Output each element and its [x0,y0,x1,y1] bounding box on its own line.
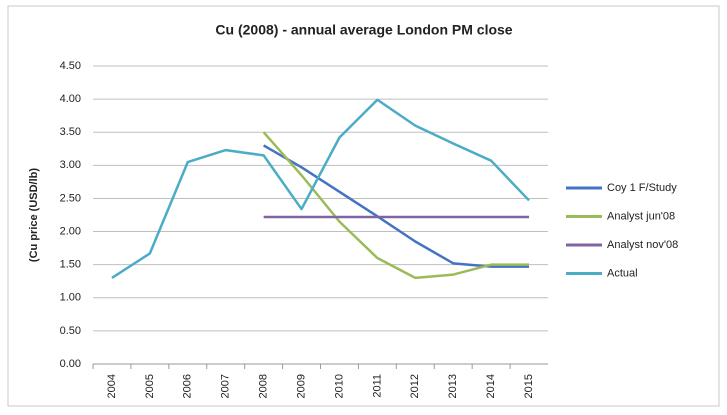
x-tick-label: 2009 [295,374,307,398]
legend-label: Actual [607,267,638,279]
y-axis-label: (Cu price (USD/lb) [28,168,40,262]
x-tick-label: 2014 [485,374,497,398]
y-tick-label: 4.00 [60,93,81,105]
x-tick-label: 2010 [333,374,345,398]
series-line [111,98,530,279]
x-tick-label: 2005 [144,374,156,398]
x-tick-label: 2013 [447,374,459,398]
legend-label: Analyst jun'08 [607,210,675,222]
x-tick-label: 2012 [409,374,421,398]
x-tick-label: 2006 [182,374,194,398]
y-tick-label: 3.00 [60,159,81,171]
y-tick-label: 1.00 [60,292,81,304]
y-tick-label: 3.50 [60,126,81,138]
x-tick-label: 2008 [258,374,270,398]
y-tick-label: 2.00 [60,225,81,237]
legend-label: Coy 1 F/Study [607,182,677,194]
x-tick-label: 2015 [523,374,535,398]
y-tick-label: 4.50 [60,60,81,72]
y-tick-label: 1.50 [60,259,81,271]
x-tick-label: 2004 [106,374,118,398]
legend-label: Analyst nov'08 [607,239,678,251]
x-tick-label: 2011 [371,374,383,398]
y-tick-label: 2.50 [60,192,81,204]
y-tick-label: 0.00 [60,358,81,370]
chart-title: Cu (2008) - annual average London PM clo… [215,22,512,38]
series-line [262,131,530,280]
x-tick-label: 2007 [220,374,232,398]
y-tick-label: 0.50 [60,325,81,337]
